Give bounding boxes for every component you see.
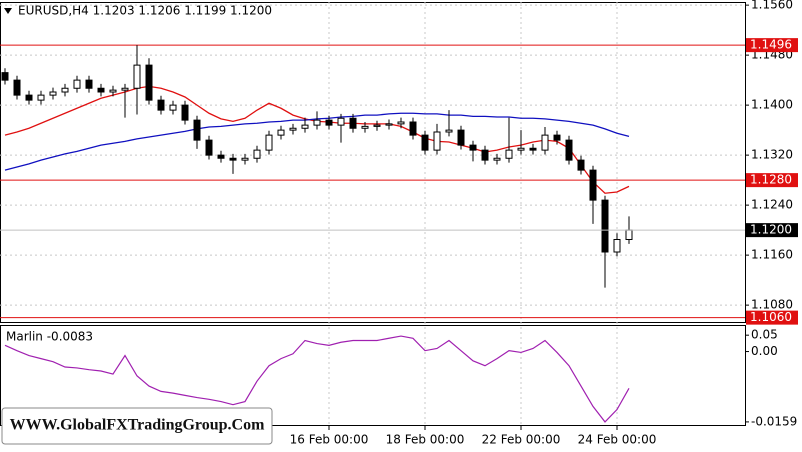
- candle-body: [229, 157, 237, 161]
- price-tag: [746, 223, 798, 238]
- candle-body: [97, 87, 105, 93]
- level-label: 1.1280: [750, 173, 792, 187]
- candle-body: [73, 79, 81, 89]
- candle-body: [541, 134, 549, 151]
- candle-body: [493, 157, 501, 161]
- candle-body: [565, 139, 573, 161]
- candle-body: [205, 139, 213, 156]
- candle-body: [61, 87, 69, 93]
- candle-body: [457, 129, 465, 146]
- indicator-frame: [0, 325, 746, 426]
- candle-body: [253, 149, 261, 159]
- candle-body: [37, 94, 45, 101]
- candle-body: [217, 154, 225, 159]
- x-tick-label: 18 Feb 00:00: [386, 433, 465, 447]
- candle-body: [1, 72, 9, 81]
- candle-body: [505, 149, 513, 159]
- level-label: 1.1496: [750, 38, 792, 52]
- y-tick-label: 1.1560: [751, 0, 793, 12]
- candle-body: [325, 119, 333, 126]
- level-tag: [746, 38, 798, 53]
- candle-body: [397, 121, 405, 125]
- candle-body: [241, 157, 249, 161]
- candle-body: [85, 79, 93, 89]
- candle-body: [625, 229, 633, 240]
- watermark: WWW.GlobalFXTradingGroup.Com: [10, 417, 266, 434]
- y-tick-label: 0.05: [751, 328, 778, 342]
- candle-body: [157, 99, 165, 111]
- price-label: 1.1200: [750, 223, 792, 237]
- candle-body: [613, 239, 621, 253]
- y-tick-label: 1.1080: [751, 298, 793, 312]
- candle-body: [133, 64, 141, 89]
- candle-body: [109, 89, 117, 93]
- candle-body: [577, 159, 585, 171]
- candle-body: [169, 104, 177, 111]
- candle-body: [337, 117, 345, 126]
- candle-body: [121, 87, 129, 91]
- level-tag: [746, 310, 798, 325]
- candle-body: [49, 91, 57, 96]
- candle-body: [265, 134, 273, 151]
- candle-body: [529, 147, 537, 151]
- main-frame: [0, 2, 746, 323]
- y-tick-label: 1.1240: [751, 198, 793, 212]
- candle-body: [313, 119, 321, 126]
- y-tick-label: 1.1400: [751, 98, 793, 112]
- candle-body: [289, 127, 297, 131]
- candle-body: [469, 144, 477, 151]
- candle-body: [277, 129, 285, 136]
- candle-body: [145, 64, 153, 101]
- candle-body: [301, 124, 309, 129]
- candle-body: [361, 125, 369, 129]
- candle-body: [445, 129, 453, 133]
- x-tick-label: 22 Feb 00:00: [482, 433, 561, 447]
- candle-body: [13, 79, 21, 96]
- candle-body: [385, 123, 393, 126]
- candle-body: [517, 147, 525, 151]
- candle-body: [433, 131, 441, 151]
- x-tick-label: 16 Feb 00:00: [290, 433, 369, 447]
- candle-body: [481, 149, 489, 161]
- level-tag: [746, 173, 798, 188]
- y-tick-label: -0.0159: [751, 414, 797, 428]
- y-tick-label: 1.1320: [751, 148, 793, 162]
- candle-body: [589, 169, 597, 201]
- candle-body: [25, 94, 33, 101]
- candle-body: [601, 199, 609, 253]
- candle-body: [181, 104, 189, 121]
- menu-arrow: [4, 8, 12, 14]
- x-tick-label: 24 Feb 00:00: [578, 433, 657, 447]
- candle-body: [409, 121, 417, 136]
- indicator-line: [4, 335, 630, 423]
- candle-body: [553, 134, 561, 141]
- indicator-title: Marlin -0.0083: [6, 330, 93, 344]
- level-label: 1.1060: [750, 310, 792, 324]
- candle-body: [421, 134, 429, 151]
- y-tick-label: 1.1160: [751, 248, 793, 262]
- candle-body: [349, 117, 357, 129]
- chart-title: EURUSD,H4 1.1203 1.1206 1.1199 1.1200: [18, 4, 272, 18]
- candle-body: [193, 119, 201, 141]
- candle-body: [373, 124, 381, 127]
- y-tick-label: 0.00: [751, 344, 778, 358]
- watermark-box: [1, 407, 273, 445]
